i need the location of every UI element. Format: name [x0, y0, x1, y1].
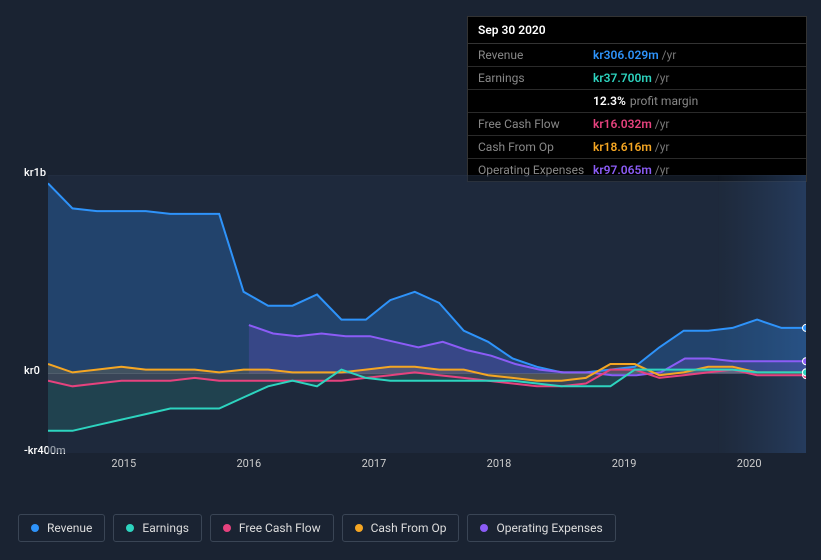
tooltip-value: kr306.029m — [593, 48, 659, 62]
legend-item[interactable]: Free Cash Flow — [210, 514, 334, 542]
tooltip-label: Free Cash Flow — [478, 117, 593, 131]
legend-item[interactable]: Earnings — [113, 514, 202, 542]
tooltip-value: kr18.616m — [593, 140, 652, 154]
tooltip-suffix: /yr — [662, 48, 677, 62]
tooltip-row: Earningskr37.700m/yr — [468, 67, 806, 90]
x-axis-label: 2018 — [487, 457, 512, 470]
tooltip-value: kr37.700m — [593, 71, 652, 85]
tooltip-suffix: /yr — [655, 140, 670, 154]
tooltip-row: Revenuekr306.029m/yr — [468, 44, 806, 67]
legend: Revenue Earnings Free Cash Flow Cash From O… — [18, 514, 616, 542]
tooltip-suffix: /yr — [655, 71, 670, 85]
legend-item[interactable]: Operating Expenses — [467, 514, 615, 542]
tooltip-date: Sep 30 2020 — [468, 17, 806, 44]
legend-dot-icon — [126, 524, 134, 532]
tooltip-label: Earnings — [478, 71, 593, 85]
financials-chart: kr1bkr0-kr400m 201520162017201820192020 — [16, 155, 806, 475]
plot-area[interactable] — [48, 175, 806, 453]
x-axis-label: 2019 — [612, 457, 637, 470]
tooltip-row: Free Cash Flowkr16.032m/yr — [468, 113, 806, 136]
legend-dot-icon — [223, 524, 231, 532]
y-axis-label: kr1b — [24, 166, 46, 179]
legend-label: Earnings — [142, 521, 189, 535]
tooltip-label: Revenue — [478, 48, 593, 62]
legend-label: Revenue — [47, 521, 92, 535]
legend-label: Cash From Op — [371, 521, 447, 535]
legend-dot-icon — [31, 524, 39, 532]
tooltip-value: kr16.032m — [593, 117, 652, 131]
profit-margin-label: profit margin — [630, 94, 698, 108]
legend-dot-icon — [355, 524, 363, 532]
legend-dot-icon — [480, 524, 488, 532]
x-axis-label: 2017 — [362, 457, 387, 470]
y-axis-label: kr0 — [24, 364, 40, 377]
tooltip-suffix: /yr — [655, 117, 670, 131]
legend-label: Operating Expenses — [496, 521, 602, 535]
legend-item[interactable]: Cash From Op — [342, 514, 460, 542]
x-axis-label: 2020 — [737, 457, 762, 470]
profit-margin-row: 12.3% profit margin — [468, 90, 806, 113]
legend-item[interactable]: Revenue — [18, 514, 105, 542]
tooltip-label: Cash From Op — [478, 140, 593, 154]
x-axis-label: 2015 — [111, 457, 136, 470]
x-axis-label: 2016 — [236, 457, 261, 470]
legend-label: Free Cash Flow — [239, 521, 321, 535]
profit-margin-value: 12.3% — [593, 94, 626, 108]
